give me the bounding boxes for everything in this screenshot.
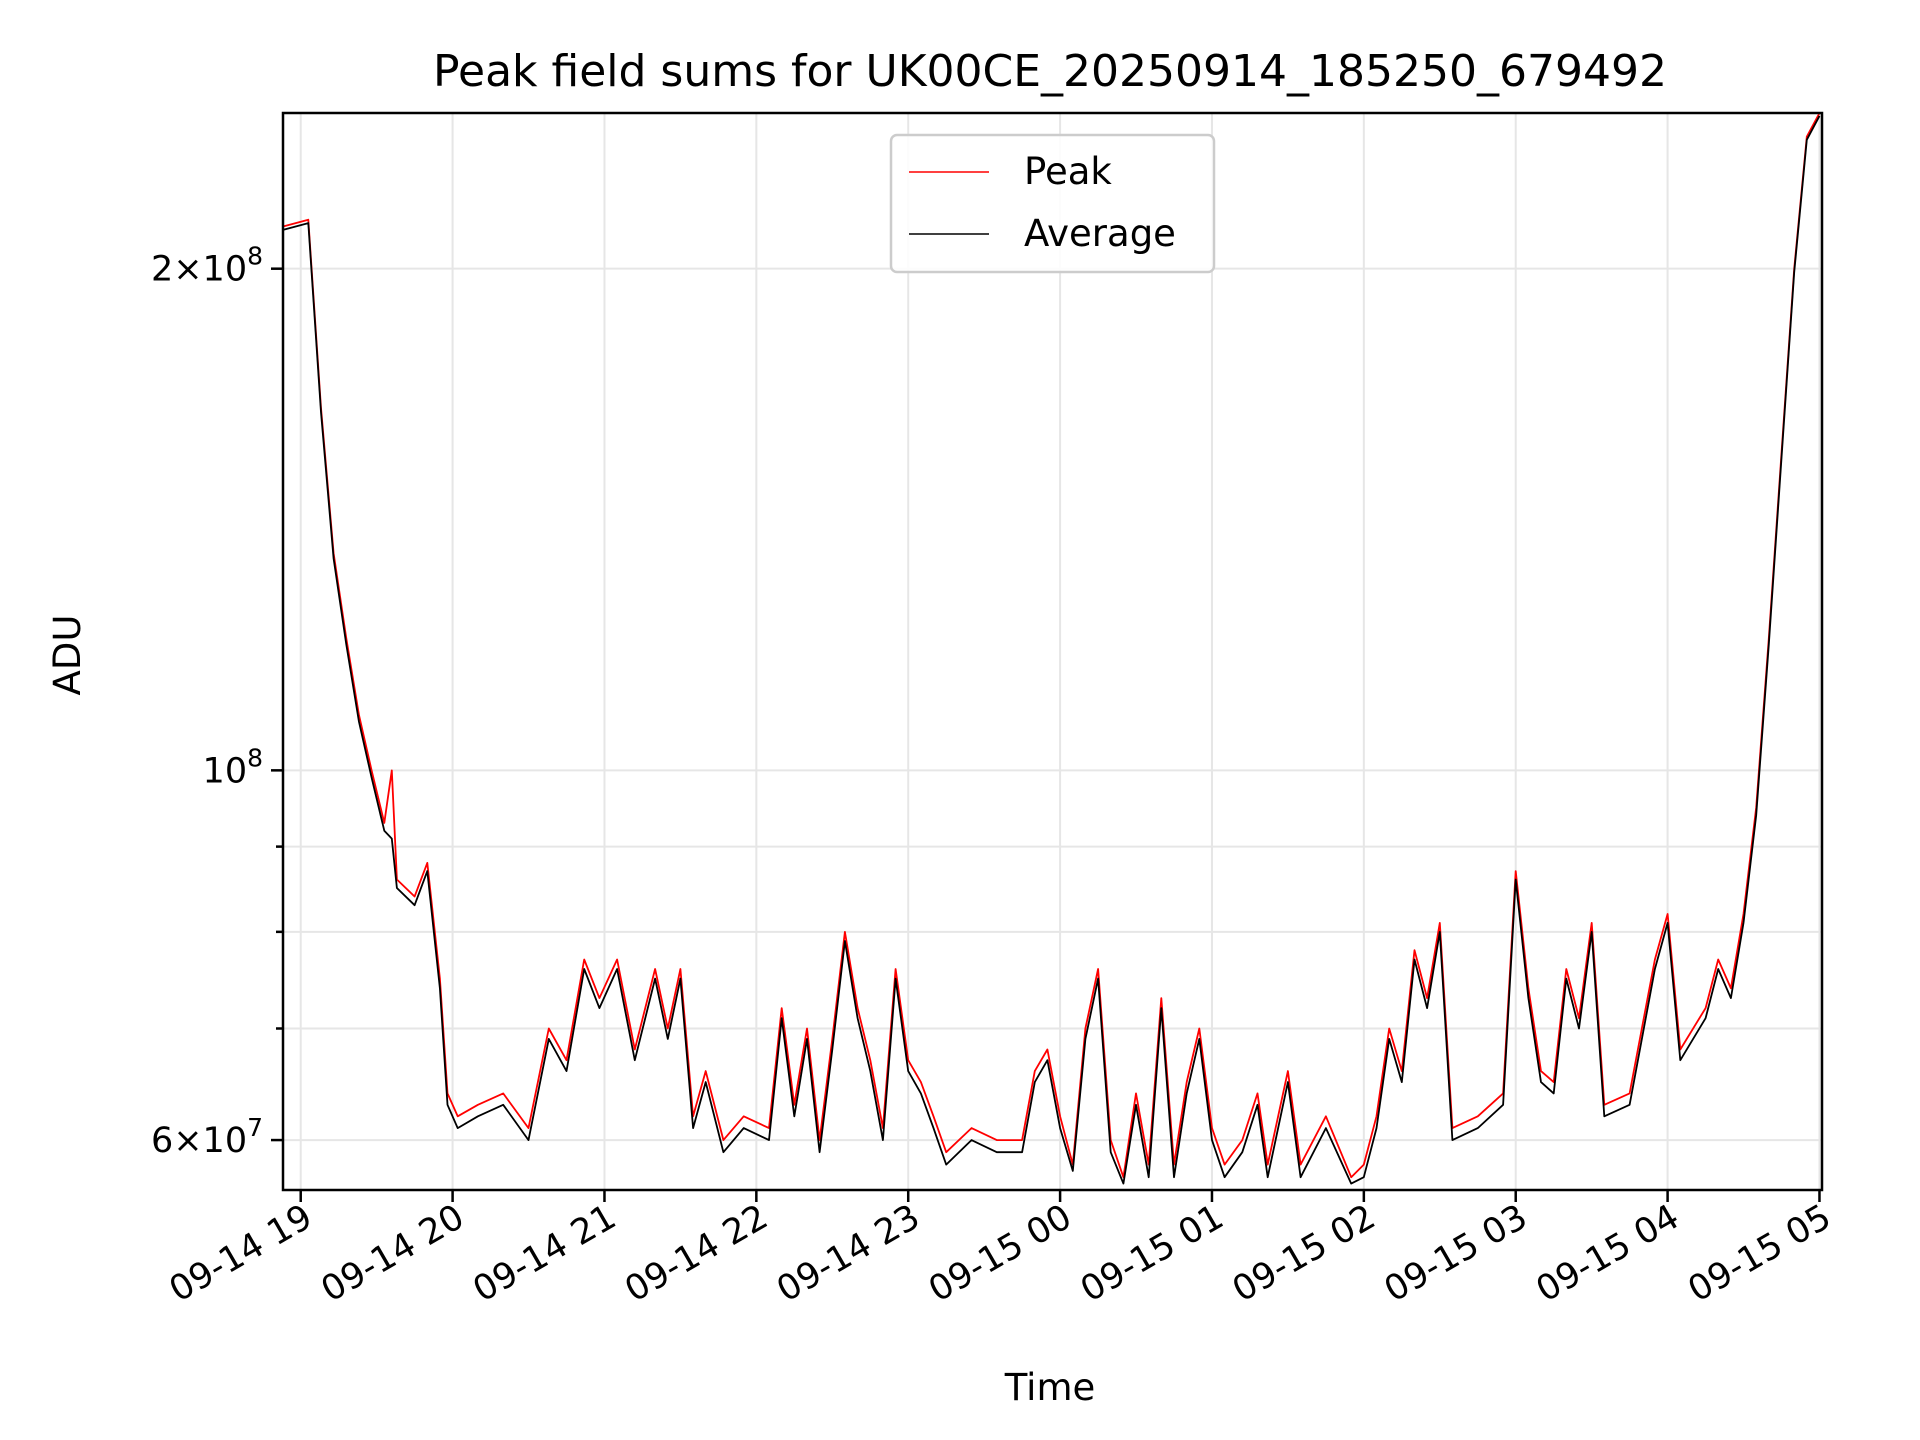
y-axis-label: ADU: [46, 615, 89, 696]
x-tick-label: 09-15 02: [1226, 1197, 1382, 1310]
series-line-peak: [282, 112, 1821, 1179]
y-tick-label: 6×107: [151, 1113, 263, 1161]
x-tick-label: 09-14 23: [770, 1197, 926, 1310]
x-tick-label: 09-15 05: [1682, 1197, 1838, 1310]
legend-label-average: Average: [1024, 212, 1176, 255]
series-line-average: [282, 115, 1821, 1185]
grid-layer: [283, 113, 1822, 1190]
y-tick-base: 6×10: [151, 1121, 247, 1161]
x-axis-label: Time: [1004, 1366, 1096, 1409]
chart-title: Peak field sums for UK00CE_20250914_1852…: [433, 46, 1667, 97]
x-tick-label: 09-15 04: [1530, 1197, 1686, 1310]
series-layer: [282, 112, 1821, 1185]
y-tick-exponent: 8: [247, 242, 263, 271]
y-tick-exponent: 8: [247, 743, 263, 772]
x-tick-label: 09-15 00: [922, 1197, 1078, 1310]
x-tick-label: 09-14 19: [163, 1197, 319, 1310]
legend-label-peak: Peak: [1024, 150, 1112, 193]
legend: Peak Average: [889, 133, 1216, 274]
x-tick-label: 09-14 22: [619, 1197, 775, 1310]
y-tick-exponent: 7: [247, 1113, 263, 1142]
y-tick-label: 108: [203, 743, 263, 791]
x-tick-label: 09-14 20: [315, 1197, 471, 1310]
x-tick-label: 09-15 03: [1378, 1197, 1534, 1310]
legend-box: [889, 133, 1216, 274]
y-tick-base: 10: [203, 751, 248, 791]
y-tick-label: 2×108: [151, 242, 263, 290]
x-tick-label: 09-15 01: [1074, 1197, 1230, 1310]
y-tick-base: 2×10: [151, 250, 247, 290]
x-tick-label: 09-14 21: [467, 1197, 623, 1310]
plot-frame: [281, 111, 1824, 1192]
